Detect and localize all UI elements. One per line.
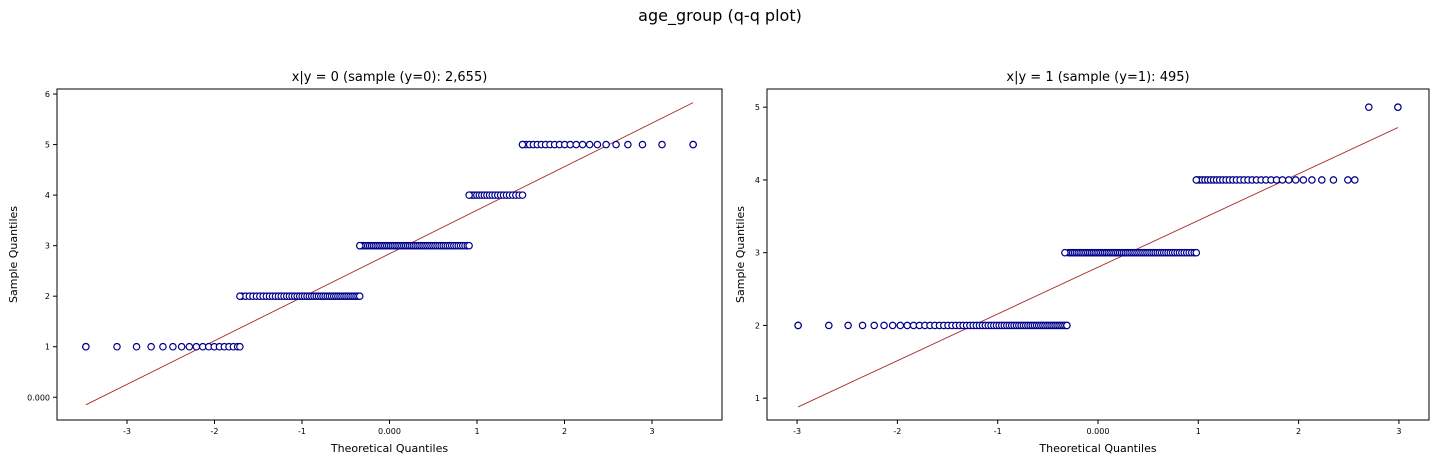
data-point [355, 292, 364, 300]
x-axis-label: Theoretical Quantiles [330, 442, 448, 455]
data-point [880, 321, 888, 330]
figure-title: age_group (q-q plot) [638, 6, 802, 25]
data-point [236, 292, 244, 300]
x-tick-label: -2 [893, 427, 901, 436]
y-axis-label: Sample Quantiles [734, 206, 747, 303]
x-tick-label: -1 [298, 427, 306, 436]
data-point [1291, 176, 1300, 184]
data-point [518, 191, 527, 199]
y-tick-label: 3 [755, 249, 760, 258]
reference-line [797, 127, 1399, 408]
data-point [638, 140, 647, 149]
data-point [192, 342, 201, 351]
data-point [1063, 321, 1071, 330]
data-point [903, 321, 912, 330]
subplot-title: x|y = 1 (sample (y=1): 495) [1006, 70, 1189, 85]
data-point [1192, 248, 1201, 257]
data-point [1394, 103, 1402, 111]
data-point [159, 342, 167, 351]
data-point [185, 342, 194, 351]
x-tick-label: -2 [211, 427, 219, 436]
reference-line [85, 102, 694, 406]
y-tick-label: 2 [755, 321, 760, 330]
qq-plot-y0: x|y = 0 (sample (y=0): 2,655) -3 -2 -1 0.000… [7, 70, 723, 455]
data-point [593, 140, 602, 149]
y-tick-label: 6 [45, 90, 50, 99]
data-point [825, 321, 833, 330]
data-point [870, 321, 879, 330]
data-point [147, 342, 155, 351]
y-tick-label: 4 [755, 176, 760, 185]
x-tick-label: 3 [649, 427, 654, 436]
x-tick-label: -3 [793, 427, 801, 436]
data-point [602, 140, 610, 149]
data-point [1365, 103, 1373, 111]
x-tick-label: 3 [1396, 427, 1401, 436]
data-point [896, 321, 905, 330]
data-point [1299, 176, 1308, 184]
data-point [177, 342, 186, 351]
data-point [578, 140, 587, 149]
x-tick-label: -1 [994, 427, 1002, 436]
data-point [794, 321, 802, 330]
data-point [658, 140, 666, 149]
y-tick-label: 5 [755, 103, 760, 112]
data-point [518, 140, 527, 149]
data-point [355, 241, 364, 250]
y-tick-label: 4 [45, 191, 50, 200]
data-point [858, 321, 867, 330]
data-point [1308, 176, 1316, 184]
y-tick-label: 5 [45, 141, 50, 150]
x-axis-label: Theoretical Quantiles [1038, 442, 1156, 455]
data-point [1329, 176, 1338, 184]
x-tick-label: 1 [474, 427, 479, 436]
axes-frame [56, 88, 723, 421]
x-tick-label: 0.000 [1087, 427, 1110, 436]
data-point [1350, 176, 1359, 184]
data-point [572, 140, 581, 149]
data-point [612, 140, 620, 149]
data-point [132, 342, 141, 351]
data-point [113, 342, 121, 351]
data-point [844, 321, 852, 330]
subplot-title: x|y = 0 (sample (y=0): 2,655) [292, 70, 488, 85]
y-axis-label: Sample Quantiles [7, 206, 20, 303]
data-point [465, 241, 473, 250]
y-tick-label: 2 [45, 292, 50, 301]
data-point [1061, 248, 1069, 257]
data-point [585, 140, 594, 149]
data-point [1317, 176, 1326, 184]
x-tick-label: 1 [1196, 427, 1201, 436]
x-tick-label: -3 [123, 427, 131, 436]
data-point [82, 342, 90, 351]
data-point [1284, 176, 1293, 184]
data-point [689, 140, 697, 149]
data-point [465, 191, 473, 199]
x-tick-label: 2 [1296, 427, 1301, 436]
data-point [1278, 176, 1287, 184]
qq-plot-y1: x|y = 1 (sample (y=1): 495) -3 -2 -1 0.000 1 2… [734, 70, 1430, 455]
y-tick-label: 0.000 [27, 393, 50, 402]
data-point [169, 342, 177, 351]
y-tick-label: 1 [45, 343, 50, 352]
data-point [888, 321, 897, 330]
x-tick-label: 0.000 [378, 427, 401, 436]
data-point [236, 342, 244, 351]
y-tick-label: 3 [45, 242, 50, 251]
data-point [1344, 176, 1352, 184]
data-point [1192, 176, 1201, 184]
data-point [624, 140, 632, 149]
x-tick-label: 2 [562, 427, 567, 436]
y-tick-label: 1 [755, 394, 760, 403]
